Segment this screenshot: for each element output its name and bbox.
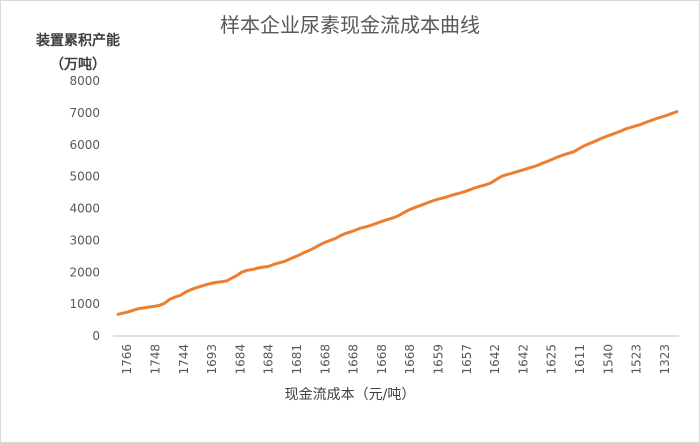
x-tick-label: 1748 (148, 344, 162, 375)
y-axis-label: 装置累积产能 （万吨） (23, 29, 133, 77)
y-tick-label: 3000 (69, 233, 100, 247)
x-tick-label: 1668 (375, 344, 389, 375)
y-axis-label-line2: （万吨） (50, 57, 106, 73)
x-tick-label: 1540 (601, 344, 615, 375)
x-tick-label: 1657 (460, 344, 474, 375)
x-tick-label: 1693 (205, 344, 219, 375)
x-tick-label: 1684 (262, 344, 276, 375)
y-tick-label: 2000 (69, 265, 100, 279)
chart-title: 样本企业尿素现金流成本曲线 (220, 13, 480, 37)
x-tick-label: 1659 (431, 344, 445, 375)
x-axis-label: 现金流成本（元/吨） (284, 387, 416, 403)
x-tick-label: 1766 (120, 344, 134, 375)
y-tick-label: 4000 (69, 202, 100, 216)
y-tick-label: 8000 (69, 74, 100, 88)
x-tick-label: 1668 (347, 344, 361, 375)
x-tick-label: 1642 (516, 344, 530, 375)
series-line (116, 110, 679, 316)
x-tick-label: 1642 (488, 344, 502, 375)
y-tick-label: 1000 (69, 297, 100, 311)
y-tick-label: 5000 (69, 170, 100, 184)
x-tick-label: 1323 (658, 344, 672, 375)
x-tick-label: 1523 (630, 344, 644, 375)
y-tick-label: 0 (92, 329, 100, 343)
x-tick-label: 1668 (403, 344, 417, 375)
y-tick-label: 7000 (69, 106, 100, 120)
x-tick-label: 1668 (318, 344, 332, 375)
x-tick-label: 1681 (290, 344, 304, 375)
x-tick-label: 1684 (233, 344, 247, 375)
y-tick-label: 6000 (69, 138, 100, 152)
x-tick-label: 1625 (545, 344, 559, 375)
x-tick-label: 1744 (177, 344, 191, 375)
y-axis-label-line1: 装置累积产能 (36, 33, 120, 49)
x-tick-label: 1611 (573, 344, 587, 375)
